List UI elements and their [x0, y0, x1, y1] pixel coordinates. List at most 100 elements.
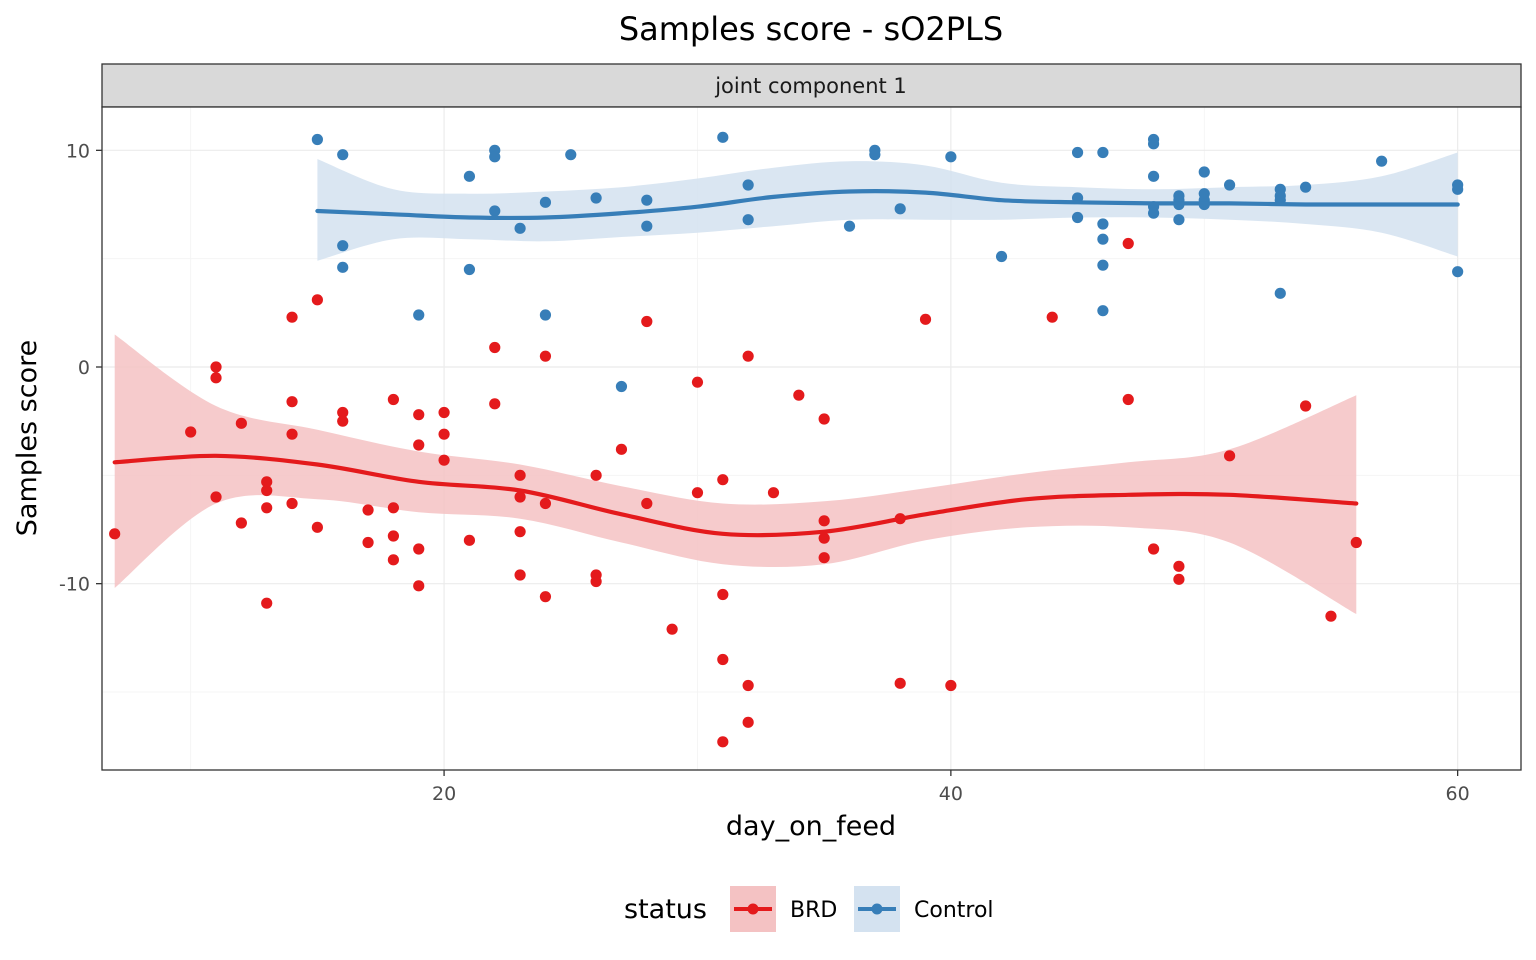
- brd-point: [514, 491, 526, 503]
- brd-point: [539, 497, 552, 510]
- brd-point: [337, 406, 349, 419]
- control-point: [539, 196, 552, 208]
- control-point: [641, 194, 653, 206]
- control-point: [337, 261, 349, 273]
- brd-point: [894, 677, 906, 689]
- brd-point: [413, 580, 425, 592]
- smooth-lines: [112, 189, 1460, 538]
- brd-point: [767, 487, 780, 499]
- y-axis-ticks: -10 0 10: [59, 140, 102, 596]
- x-tick-label: 40: [939, 783, 963, 805]
- control-point: [1147, 207, 1160, 219]
- brd-point: [387, 393, 400, 406]
- control-point: [1097, 305, 1109, 317]
- control-point: [413, 309, 425, 321]
- brd-point: [1223, 450, 1236, 462]
- legend-label-control: Control: [914, 898, 994, 923]
- brd-point: [438, 428, 450, 440]
- brd-point: [1325, 610, 1337, 622]
- legend-label-brd: BRD: [790, 898, 837, 923]
- brd-point: [109, 528, 121, 540]
- brd-point: [742, 679, 754, 692]
- control-point: [717, 131, 729, 143]
- control-point: [1300, 181, 1312, 193]
- brd-point: [337, 415, 349, 427]
- control-point: [463, 170, 476, 182]
- control-point: [337, 149, 349, 161]
- brd-point: [615, 443, 628, 455]
- brd-point: [1046, 311, 1058, 323]
- legend-title: status: [624, 894, 707, 925]
- control-smooth-line: [315, 189, 1460, 221]
- brd-point: [413, 543, 425, 555]
- facet-strip: [101, 63, 1522, 108]
- brd-smooth-line: [112, 453, 1359, 538]
- control-point: [565, 149, 577, 161]
- brd-point: [514, 469, 526, 481]
- brd-point: [1173, 560, 1185, 572]
- control-point: [615, 380, 628, 393]
- brd-point: [717, 474, 729, 486]
- control-point: [1452, 266, 1464, 278]
- brd-point: [311, 521, 323, 533]
- brd-point: [438, 454, 450, 466]
- brd-point: [286, 428, 298, 440]
- control-point: [1198, 166, 1210, 178]
- control-point: [995, 250, 1008, 263]
- brd-point: [210, 361, 222, 373]
- brd-point: [235, 417, 247, 429]
- control-confidence-band: [317, 152, 1458, 261]
- control-point: [894, 203, 906, 215]
- brd-point: [261, 597, 273, 609]
- brd-point: [185, 426, 197, 438]
- y-axis-title: Samples score: [12, 340, 43, 536]
- brd-point: [742, 716, 754, 728]
- control-point: [1452, 183, 1464, 195]
- brd-point: [261, 484, 273, 497]
- brd-point: [1350, 536, 1362, 549]
- control-point: [1376, 155, 1388, 167]
- brd-point: [489, 398, 501, 410]
- brd-point: [489, 341, 501, 354]
- brd-point: [919, 313, 932, 325]
- brd-point: [387, 530, 400, 542]
- panel-border: [101, 106, 1522, 771]
- brd-point: [387, 502, 400, 514]
- brd-point: [362, 504, 374, 516]
- brd-point: [818, 552, 830, 564]
- control-point: [337, 240, 349, 252]
- legend: status BRD Control: [624, 886, 994, 932]
- legend-point-control: [871, 903, 883, 915]
- brd-point: [1122, 393, 1134, 406]
- brd-point: [717, 588, 729, 601]
- control-point: [1071, 211, 1084, 224]
- brd-point: [539, 350, 552, 362]
- control-point: [641, 220, 653, 232]
- control-point: [1223, 179, 1236, 191]
- brd-point: [717, 653, 729, 666]
- brd-point: [793, 389, 805, 401]
- brd-point: [387, 554, 400, 566]
- control-point: [463, 263, 476, 276]
- brd-point: [286, 311, 298, 323]
- control-point: [1097, 218, 1109, 230]
- brd-point: [818, 413, 830, 425]
- y-tick-label: 10: [66, 140, 90, 162]
- control-point: [590, 192, 602, 204]
- brd-point: [438, 406, 450, 419]
- brd-point: [1122, 237, 1134, 250]
- brd-point: [210, 491, 222, 503]
- brd-point: [413, 439, 425, 451]
- brd-point: [818, 515, 830, 527]
- brd-point: [1147, 543, 1160, 555]
- brd-point: [261, 502, 273, 514]
- control-point: [843, 220, 856, 232]
- control-point: [489, 205, 501, 217]
- brd-point: [641, 315, 653, 328]
- brd-point: [463, 534, 476, 546]
- facet-label: joint component 1: [714, 74, 907, 98]
- brd-point: [514, 569, 526, 581]
- y-tick-label: 0: [78, 357, 90, 379]
- brd-point: [286, 396, 298, 408]
